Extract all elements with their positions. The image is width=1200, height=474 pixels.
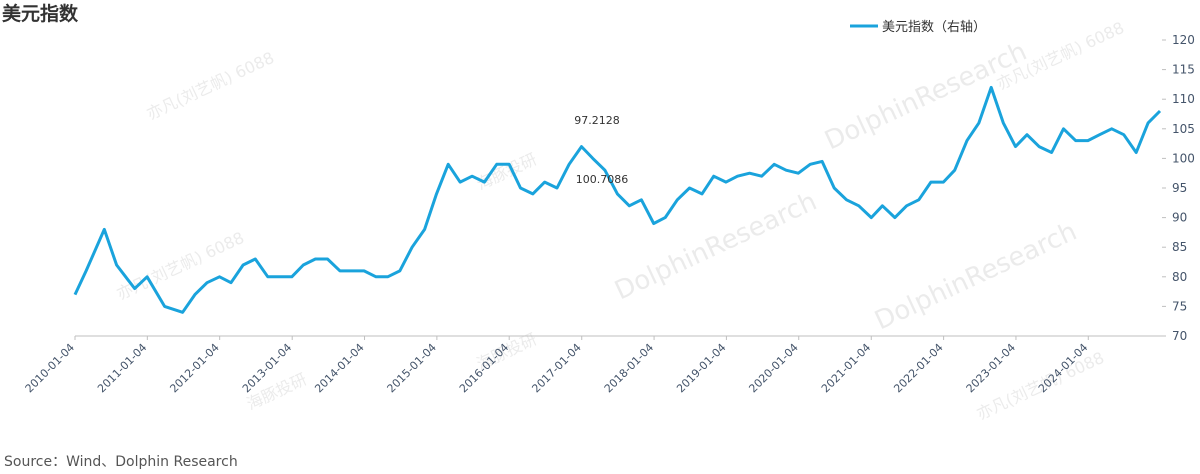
- y2-tick-label: 70: [1172, 329, 1187, 343]
- x-tick-label: 2012-01-04: [167, 341, 221, 395]
- x-tick-label: 2014-01-04: [312, 341, 366, 395]
- chart-title: 美元指数: [2, 2, 79, 25]
- x-tick-label: 2011-01-04: [95, 341, 149, 395]
- y2-tick-label: 105: [1172, 122, 1195, 136]
- line: [73, 85, 1162, 314]
- x-tick-label: 2019-01-04: [674, 341, 728, 395]
- y2-tick-label: 110: [1172, 92, 1195, 106]
- y2-tick-label: 85: [1172, 240, 1187, 254]
- y2-tick-label: 120: [1172, 33, 1195, 47]
- source: Source：Wind、Dolphin Research: [4, 454, 238, 470]
- y2-tick-label: 95: [1172, 181, 1187, 195]
- x-tick-label: 2020-01-04: [746, 341, 800, 395]
- x-tick-label: 2015-01-04: [385, 341, 439, 395]
- annotation: 100.7086: [576, 173, 629, 186]
- annotation: 97.2128: [574, 114, 620, 127]
- x-tick-label: 2017-01-04: [529, 341, 583, 395]
- x-tick-label: 2018-01-04: [602, 341, 656, 395]
- y2-tick-label: 100: [1172, 151, 1195, 165]
- legend-label: 美元指数（右轴）: [882, 20, 986, 35]
- watermark: DolphinResearch: [610, 187, 821, 307]
- watermark: 海豚投研: [474, 149, 540, 193]
- watermark: 亦凡(刘艺帆) 6088: [144, 48, 277, 124]
- x-tick-label: 2023-01-04: [964, 341, 1018, 395]
- y2-tick-label: 75: [1172, 299, 1187, 313]
- x-tick-label: 2022-01-04: [891, 341, 945, 395]
- watermark: DolphinResearch: [870, 217, 1081, 337]
- y2-tick-label: 80: [1172, 270, 1187, 284]
- watermark: 亦凡(刘艺帆) 6088: [114, 228, 247, 304]
- watermark: DolphinResearch: [820, 37, 1031, 157]
- x-tick-label: 2021-01-04: [819, 341, 873, 395]
- x-tick-label: 2016-01-04: [457, 341, 511, 395]
- y2-tick-label: 115: [1172, 63, 1195, 77]
- y2-tick-label: 90: [1172, 211, 1187, 225]
- x-tick-label: 2010-01-04: [23, 341, 77, 395]
